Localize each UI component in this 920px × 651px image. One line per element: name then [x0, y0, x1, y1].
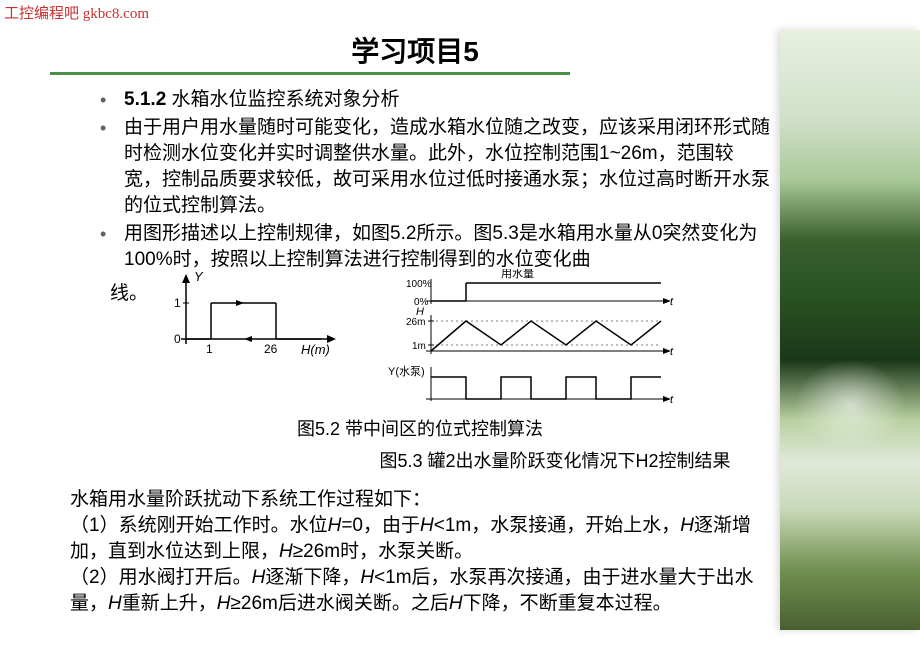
slide-content: 学习项目5 • 5.1.2 水箱水位监控系统对象分析 • 由于用户用水量随时可能…: [0, 30, 780, 617]
panel2-ytick-1m: 1m: [412, 341, 426, 352]
bullet-dot: •: [100, 87, 124, 113]
bullet-prefix: 5.1.2: [124, 89, 172, 110]
bullet-list: • 5.1.2 水箱水位监控系统对象分析 • 由于用户用水量随时可能变化，造成水…: [0, 87, 780, 273]
bullet-item: • 用图形描述以上控制规律，如图5.2所示。图5.3是水箱用水量从0突然变化为1…: [100, 221, 770, 273]
y-tick-0: 0: [174, 332, 181, 346]
caption-5-2: 图5.2 带中间区的位式控制算法: [60, 415, 780, 441]
bullet-text: 5.1.2 水箱水位监控系统对象分析: [124, 87, 770, 113]
decorative-sidebar-image: [780, 30, 920, 630]
panel1-xlabel: t: [670, 296, 674, 308]
y-axis-label: Y: [194, 269, 204, 284]
x-tick-26: 26: [264, 342, 278, 356]
watermark-text: 工控编程吧 gkbc8.com: [4, 2, 149, 23]
slide-title: 学习项目5: [50, 30, 780, 70]
caption-5-3-text: 图5.3 罐2出水量阶跃变化情况下H2控制结果: [379, 451, 730, 471]
bottom-p2: （1）系统刚开始工作时。水位H=0，由于H<1m，水泵接通，开始上水，H逐渐增加…: [70, 513, 770, 565]
bullet-text: 用图形描述以上控制规律，如图5.2所示。图5.3是水箱用水量从0突然变化为100…: [124, 221, 770, 273]
x-axis-label: H(m): [301, 342, 330, 357]
title-underline: [50, 72, 570, 75]
diagram-5-2: Y 0 1 1 26 H(m): [156, 269, 346, 359]
y-tick-1: 1: [174, 296, 181, 310]
bullet-text: 由于用户用水量随时可能变化，造成水箱水位随之改变，应该采用闭环形式随时检测水位变…: [124, 115, 770, 219]
x-tick-1: 1: [206, 342, 213, 356]
bottom-p1: 水箱用水量阶跃扰动下系统工作过程如下：: [70, 487, 770, 513]
diagrams-row: 线。 Y 0 1 1 26 H(m): [0, 269, 780, 409]
bullet-dot: •: [100, 221, 124, 273]
bullet-dot: •: [100, 115, 124, 219]
bullet-item: • 5.1.2 水箱水位监控系统对象分析: [100, 87, 770, 113]
bottom-p3: （2）用水阀打开后。H逐渐下降，H<1m后，水泵再次接通，由于进水量大于出水量，…: [70, 565, 770, 617]
caption-5-3: 图5.3 罐2出水量阶跃变化情况下H2控制结果: [330, 447, 780, 473]
panel1-title: 用水量: [501, 269, 534, 280]
panel1-ytick-100: 100%: [406, 279, 432, 290]
diagram-5-3: 用水量 100% 0% t H 26m 1m: [376, 269, 686, 409]
bullet-item: • 由于用户用水量随时可能变化，造成水箱水位随之改变，应该采用闭环形式随时检测水…: [100, 115, 770, 219]
panel2-xlabel: t: [670, 346, 674, 358]
dangling-continuation: 线。: [110, 269, 148, 307]
panel3-title: Y(水泵): [388, 365, 425, 378]
panel2-ytick-26m: 26m: [406, 317, 425, 328]
bullet-body: 水箱水位监控系统对象分析: [172, 89, 400, 110]
panel3-xlabel: t: [670, 394, 674, 406]
bottom-paragraphs: 水箱用水量阶跃扰动下系统工作过程如下： （1）系统刚开始工作时。水位H=0，由于…: [0, 487, 780, 617]
